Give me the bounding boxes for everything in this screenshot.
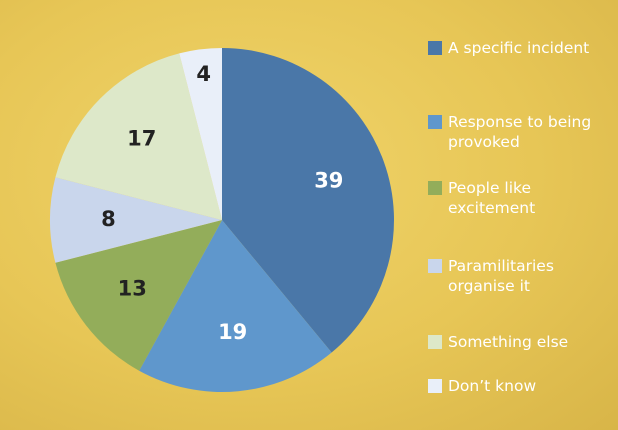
legend-swatch <box>428 379 442 393</box>
data-label: 4 <box>196 62 211 86</box>
legend-item: Don’t know <box>428 376 598 396</box>
legend-label: Paramilitaries organise it <box>448 256 598 296</box>
legend-item: Response to being provoked <box>428 112 598 152</box>
legend-swatch <box>428 115 442 129</box>
legend-swatch <box>428 181 442 195</box>
legend-swatch <box>428 335 442 349</box>
data-label: 39 <box>314 169 343 193</box>
legend-item: A specific incident <box>428 38 598 58</box>
chart: 39 19 13 8 17 4 A specific incident Response t… <box>0 0 618 430</box>
legend-label: A specific incident <box>448 38 598 58</box>
data-label: 19 <box>218 320 247 344</box>
legend-item: Something else <box>428 332 598 352</box>
legend-label: People like excitement <box>448 178 598 218</box>
data-label: 17 <box>127 127 156 151</box>
data-label: 13 <box>118 277 147 301</box>
legend-swatch <box>428 259 442 273</box>
legend-label: Something else <box>448 332 598 352</box>
data-label: 8 <box>101 207 116 231</box>
legend-swatch <box>428 41 442 55</box>
legend-label: Response to being provoked <box>448 112 598 152</box>
legend-item: Paramilitaries organise it <box>428 256 598 296</box>
legend-label: Don’t know <box>448 376 598 396</box>
legend-item: People like excitement <box>428 178 598 218</box>
